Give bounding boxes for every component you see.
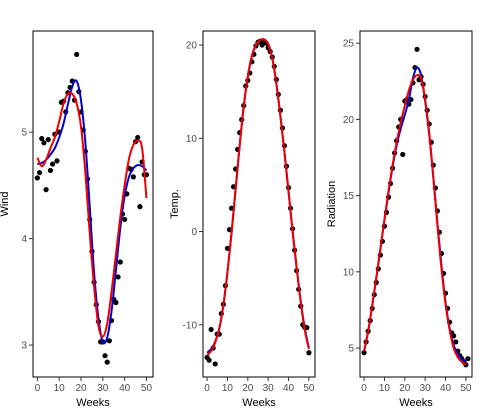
y-tick-label: 4 — [21, 234, 27, 245]
data-point — [102, 353, 108, 359]
data-point — [212, 361, 218, 367]
x-tick-label: 20 — [75, 383, 87, 394]
blue-smooth-line — [37, 79, 148, 345]
x-tick-label: 10 — [222, 383, 234, 394]
data-point — [122, 216, 128, 223]
x-tick-label: 10 — [54, 383, 66, 394]
y-tick-label: 15 — [343, 191, 355, 202]
y-tick-label: 10 — [186, 134, 198, 145]
panel-radiation: 0 10 20 30 40 50 5 10 15 20 25 Weeks Radiation — [326, 30, 473, 409]
x-tick-label: 50 — [141, 383, 153, 394]
x-axis-title: Weeks — [399, 397, 433, 409]
x-tick-label: 50 — [303, 383, 315, 394]
data-point — [361, 350, 367, 356]
data-point — [465, 356, 471, 362]
data-point — [45, 136, 51, 143]
y-axis-title: Radiation — [326, 181, 338, 227]
data-point — [130, 174, 136, 180]
x-tick-label: 30 — [97, 383, 109, 394]
y-tick-label: -10 — [183, 320, 198, 331]
panel-border — [202, 30, 316, 378]
red-smooth-line — [363, 73, 467, 366]
data-point — [43, 187, 49, 193]
data-point — [106, 338, 112, 344]
x-tick-label: 40 — [440, 383, 452, 394]
panel-border — [32, 30, 154, 378]
y-tick-label: 5 — [21, 128, 27, 139]
panel-temp: 0 10 20 30 40 50 -10 0 10 20 Weeks Temp. — [169, 30, 316, 409]
data-point — [39, 135, 45, 142]
y-axis-title: Temp. — [169, 189, 181, 219]
data-point — [224, 245, 231, 251]
data-point — [104, 359, 110, 365]
y-tick-label: 20 — [186, 40, 198, 51]
x-tick-label: 40 — [283, 383, 295, 394]
y-tick-label: 5 — [348, 344, 354, 355]
data-point — [135, 134, 141, 141]
data-point — [54, 158, 60, 164]
data-point — [41, 140, 47, 146]
x-tick-label: 40 — [119, 383, 131, 394]
data-point — [400, 151, 406, 158]
data-point — [113, 299, 119, 306]
x-tick-label: 50 — [460, 383, 472, 394]
data-point — [306, 350, 312, 356]
x-tick-label: 30 — [263, 383, 275, 394]
y-tick-label: 20 — [343, 115, 355, 126]
panel-border — [359, 30, 473, 378]
data-point — [34, 175, 40, 181]
data-point — [137, 204, 143, 210]
y-tick-label: 0 — [191, 227, 197, 238]
y-axis-title: Wind — [0, 191, 11, 216]
blue-smooth-line — [363, 66, 467, 363]
x-tick-label: 20 — [399, 383, 411, 394]
data-point — [117, 259, 123, 265]
red-smooth-line — [36, 91, 148, 338]
data-point — [74, 51, 80, 58]
y-tick-label: 10 — [343, 267, 355, 278]
y-tick-label: 3 — [21, 341, 27, 352]
data-point — [206, 357, 212, 363]
x-tick-label: 20 — [242, 383, 254, 394]
red-smooth-line — [206, 38, 310, 357]
data-point — [115, 274, 121, 280]
data-point — [208, 326, 214, 333]
x-tick-label: 0 — [35, 383, 41, 394]
x-tick-label: 0 — [204, 383, 210, 394]
x-tick-label: 0 — [361, 383, 367, 394]
data-point — [453, 339, 459, 345]
x-tick-label: 10 — [379, 383, 391, 394]
x-axis-title: Weeks — [242, 397, 276, 409]
y-tick-label: 25 — [343, 39, 355, 50]
x-tick-label: 30 — [420, 383, 432, 394]
data-point — [50, 161, 56, 167]
data-point — [47, 167, 54, 174]
data-point — [414, 46, 420, 52]
data-point — [36, 169, 43, 176]
x-axis-title: Weeks — [76, 397, 110, 409]
panel-wind: 0 10 20 30 40 50 3 4 5 Weeks Wind — [0, 30, 154, 409]
